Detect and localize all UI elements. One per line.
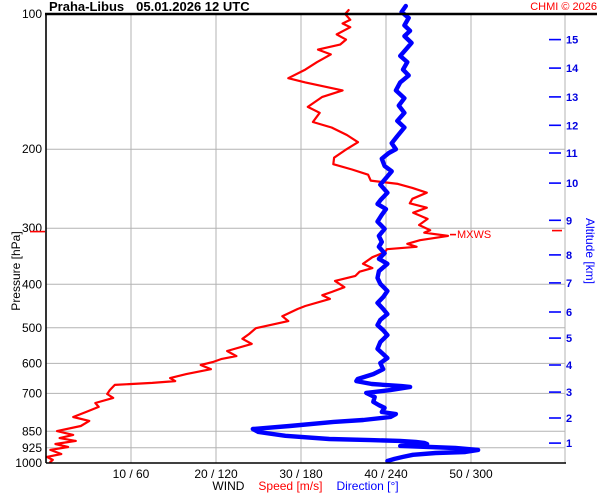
pressure-tick-label: 925: [22, 441, 42, 455]
x-tick-label: 50 / 300: [449, 467, 493, 481]
mxws-label: MXWS: [457, 229, 492, 241]
speed-caption: Speed [m/s]: [258, 479, 323, 493]
chart-title: Praha-Libus 05.01.2026 12 UTC: [49, 0, 250, 14]
pressure-tick-label: 1000: [15, 456, 42, 470]
altitude-tick-label: 14: [566, 63, 579, 75]
pressure-tick-label: 700: [22, 386, 42, 400]
pressure-tick-label: 200: [22, 142, 42, 156]
x-tick-label: 30 / 180: [279, 467, 323, 481]
altitude-tick-label: 7: [566, 278, 572, 290]
pressure-tick-label: 100: [22, 7, 42, 21]
altitude-tick-label: 15: [566, 35, 578, 47]
altitude-tick-label: 10: [566, 178, 578, 190]
pressure-tick-label: 500: [22, 321, 42, 335]
altitude-tick-label: 5: [566, 333, 572, 345]
sounding-datetime: 05.01.2026 12 UTC: [136, 0, 250, 14]
station-name: Praha-Libus: [49, 0, 125, 14]
copyright-text: CHMI © 2026: [530, 1, 597, 13]
direction-caption: Direction [°]: [336, 479, 399, 493]
altitude-axis-title: Altitude [km]: [583, 217, 597, 285]
altitude-tick-label: 4: [566, 360, 573, 372]
x-tick-label: 40 / 240: [364, 467, 408, 481]
altitude-tick-label: 12: [566, 120, 578, 132]
x-tick-label: 20 / 120: [194, 467, 238, 481]
pressure-tick-label: 850: [22, 424, 42, 438]
altitude-tick-label: 3: [566, 387, 572, 399]
wind-caption: WIND: [212, 479, 245, 493]
pressure-tick-label: 400: [22, 277, 42, 291]
x-tick-label: 10 / 60: [113, 467, 150, 481]
altitude-tick-label: 9: [566, 215, 572, 227]
pressure-tick-label: 300: [22, 221, 42, 235]
x-axis-caption: WIND Speed [m/s] Direction [°]: [46, 479, 565, 493]
direction-curve: [250, 3, 481, 464]
pressure-axis-title: Pressure [hPa]: [9, 231, 23, 311]
altitude-tick-label: 8: [566, 250, 572, 262]
altitude-tick-label: 2: [566, 413, 572, 425]
altitude-tick-label: 6: [566, 307, 572, 319]
altitude-tick-label: 11: [566, 148, 578, 160]
pressure-tick-label: 600: [22, 356, 42, 370]
altitude-tick-label: 13: [566, 92, 578, 104]
altitude-tick-label: 1: [566, 438, 572, 450]
speed-curve: [45, 9, 450, 464]
